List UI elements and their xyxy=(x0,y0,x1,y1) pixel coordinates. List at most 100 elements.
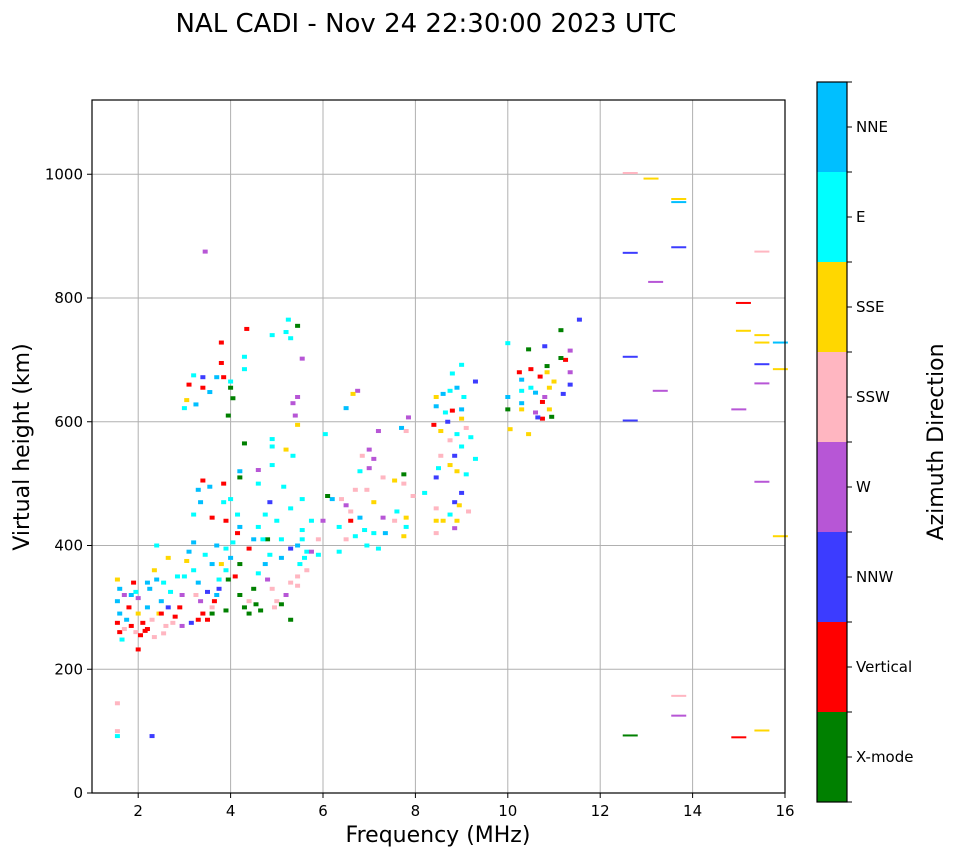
data-point-e xyxy=(235,512,241,517)
data-point-e xyxy=(371,531,377,536)
data-point-nnw xyxy=(205,589,210,594)
data-point-sse xyxy=(371,500,377,505)
data-point-w xyxy=(179,623,185,628)
data-point-nne xyxy=(114,599,120,604)
data-point-ssw xyxy=(433,506,439,511)
data-point-nne xyxy=(433,404,439,409)
data-point-x-mode xyxy=(505,407,511,412)
data-point-e xyxy=(154,543,160,548)
x-axis-ticks: 2 4 6 8 10 12 14 16 xyxy=(133,793,795,820)
data-point-e xyxy=(362,528,368,533)
data-point-w xyxy=(355,388,361,393)
data-point-e xyxy=(274,518,280,523)
data-point-nnw xyxy=(472,379,478,384)
data-point-e xyxy=(308,518,314,523)
data-point-nnw xyxy=(567,382,573,387)
data-point-nnw xyxy=(288,546,294,551)
data-point-nnw xyxy=(622,251,638,254)
data-point-x-mode xyxy=(228,385,234,390)
data-point-vertical xyxy=(223,518,229,523)
data-point-e xyxy=(191,568,197,573)
colorbar-swatch-e xyxy=(817,172,847,262)
data-point-vertical xyxy=(731,736,747,739)
data-point-w xyxy=(375,429,381,434)
data-point-w xyxy=(731,408,747,411)
data-point-e xyxy=(299,537,305,542)
data-point-e xyxy=(202,552,208,557)
data-point-e xyxy=(472,456,478,461)
data-point-nne xyxy=(454,385,460,390)
data-point-nne xyxy=(329,497,335,502)
data-point-w xyxy=(299,356,305,361)
data-point-e xyxy=(278,537,284,542)
data-point-nne xyxy=(117,586,123,591)
data-point-nne xyxy=(533,390,539,395)
data-point-e xyxy=(260,537,266,542)
data-point-sse xyxy=(165,555,171,560)
data-point-sse xyxy=(114,577,120,582)
y-tick-label: 0 xyxy=(73,784,83,802)
data-point-x-mode xyxy=(549,414,555,419)
data-point-x-mode xyxy=(253,602,259,607)
data-point-ssw xyxy=(114,701,120,706)
x-tick-label: 6 xyxy=(318,802,328,820)
data-point-ssw xyxy=(269,586,275,591)
data-point-ssw xyxy=(348,509,354,514)
data-point-vertical xyxy=(138,633,144,638)
data-point-vertical xyxy=(177,605,183,610)
data-point-e xyxy=(315,552,321,557)
colorbar-swatch-nnw xyxy=(817,532,847,622)
data-point-sse xyxy=(754,341,770,344)
data-point-e xyxy=(463,472,469,477)
data-point-nne xyxy=(207,390,213,395)
colorbar-tick-label: X-mode xyxy=(856,748,913,766)
data-point-e xyxy=(191,512,197,517)
data-point-vertical xyxy=(537,374,543,379)
data-point-sse xyxy=(643,177,659,180)
data-point-w xyxy=(135,596,141,601)
data-point-ssw xyxy=(295,583,301,588)
data-point-w xyxy=(121,593,127,597)
data-point-w xyxy=(648,280,664,283)
data-point-sse xyxy=(544,370,550,375)
data-point-e xyxy=(528,385,534,390)
data-point-vertical xyxy=(205,617,210,622)
data-point-nne xyxy=(209,562,215,567)
data-point-e xyxy=(262,512,268,517)
data-point-vertical xyxy=(209,515,215,520)
data-point-w xyxy=(265,577,271,582)
data-point-w xyxy=(542,395,548,399)
data-point-ssw xyxy=(149,617,155,622)
data-point-e xyxy=(161,580,167,585)
data-point-nne xyxy=(519,401,525,406)
data-point-x-mode xyxy=(544,364,550,369)
data-point-e xyxy=(449,371,455,376)
data-point-e xyxy=(436,466,441,471)
data-point-nnw xyxy=(445,419,451,424)
data-point-ssw xyxy=(359,453,365,458)
data-point-e xyxy=(216,577,222,582)
y-axis-ticks: 0 200 400 600 800 1000 xyxy=(45,165,92,802)
data-point-vertical xyxy=(218,340,224,345)
data-point-vertical xyxy=(117,630,123,635)
data-point-e xyxy=(375,546,381,551)
grid-lines xyxy=(92,100,786,794)
y-axis-label: Virtual height (km) xyxy=(10,343,35,550)
data-point-vertical xyxy=(449,408,455,413)
data-point-vertical xyxy=(195,617,201,622)
data-point-x-mode xyxy=(225,413,231,418)
data-point-nne xyxy=(158,599,164,604)
data-point-vertical xyxy=(221,481,227,486)
data-point-w xyxy=(533,410,539,415)
data-point-nne xyxy=(671,201,687,204)
data-point-nnw xyxy=(267,500,273,505)
colorbar-label: Azimuth Direction xyxy=(924,343,949,540)
data-point-ssw xyxy=(274,599,280,604)
data-point-nne xyxy=(147,586,153,591)
data-point-w xyxy=(320,518,326,523)
data-point-ssw xyxy=(163,623,169,628)
data-point-sse xyxy=(454,518,460,523)
data-point-e xyxy=(221,500,227,505)
x-tick-label: 14 xyxy=(683,802,702,820)
